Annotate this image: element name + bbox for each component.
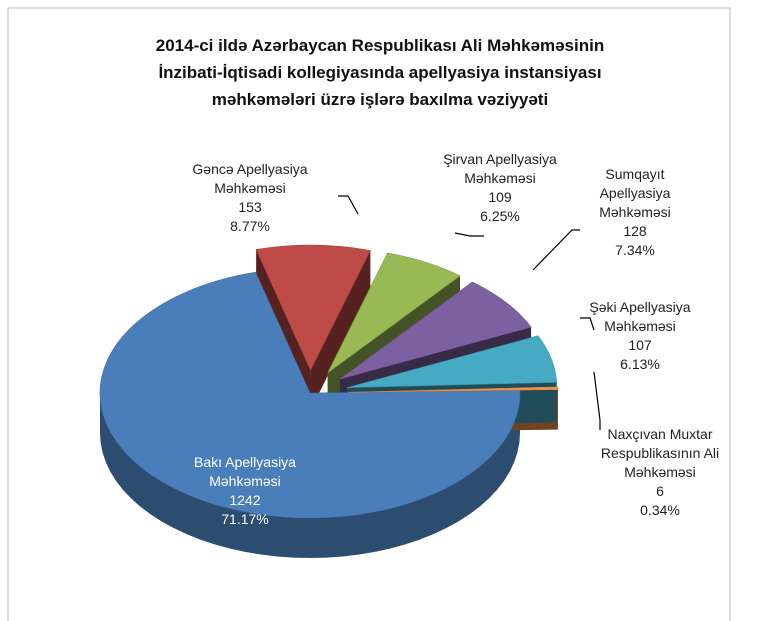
label-percent: 7.34%	[615, 242, 655, 258]
slice	[347, 386, 559, 393]
slice-side	[100, 393, 520, 558]
data-label: Naxçıvan Muxtar Respublikasının Ali Məhk…	[585, 425, 735, 520]
chart-border	[7, 7, 731, 621]
label-value: 153	[238, 199, 262, 215]
slice-wall	[310, 250, 371, 411]
chart-title: 2014-ci ildə Azərbaycan Respublikası Ali…	[40, 32, 720, 113]
label-value: 128	[623, 223, 647, 239]
title-line: İnzibati-İqtisadi kollegiyasında apellya…	[158, 63, 602, 82]
label-category: Şirvan Apellyasiya Məhkəməsi	[443, 151, 557, 186]
label-category: Şəki Apellyasiya Məhkəməsi	[589, 299, 691, 334]
data-label: Şirvan Apellyasiya Məhkəməsi 109 6.25%	[435, 150, 565, 226]
slice	[255, 244, 371, 371]
data-label: Sumqayıt Apellyasiya Məhkəməsi 128 7.34%	[575, 165, 695, 260]
label-category: Gəncə Apellyasiya Məhkəməsi	[192, 161, 308, 196]
label-value: 109	[488, 189, 512, 205]
data-label: Gəncə Apellyasiya Məhkəməsi 153 8.77%	[190, 160, 310, 236]
title-line: 2014-ci ildə Azərbaycan Respublikası Ali…	[155, 36, 605, 55]
label-value: 1242	[229, 492, 261, 508]
label-category: Sumqayıt Apellyasiya Məhkəməsi	[599, 166, 671, 220]
label-percent: 8.77%	[230, 218, 270, 234]
label-category: Bakı Apellyasiya Məhkəməsi	[194, 454, 296, 489]
label-percent: 0.34%	[640, 502, 680, 518]
slice	[327, 252, 461, 374]
slices	[99, 244, 559, 558]
label-percent: 6.13%	[620, 356, 660, 372]
leader-line	[454, 232, 484, 237]
slice	[346, 335, 558, 388]
label-value: 6	[656, 483, 664, 499]
data-label: Bakı Apellyasiya Məhkəməsi 1242 71.17%	[170, 453, 320, 529]
label-category: Naxçıvan Muxtar Respublikasının Ali Məhk…	[600, 426, 720, 480]
slice	[339, 281, 532, 380]
title-line: məhkəmələri üzrə işlərə baxılma vəziyyət…	[211, 90, 549, 109]
leader-lines	[338, 195, 601, 430]
data-label: Şəki Apellyasiya Məhkəməsi 107 6.13%	[560, 298, 720, 374]
leader-line	[532, 229, 580, 271]
label-value: 107	[628, 337, 652, 353]
leader-line	[593, 371, 601, 430]
label-percent: 71.17%	[221, 511, 269, 527]
leader-line	[580, 317, 595, 331]
slice	[99, 271, 521, 519]
leader-line	[338, 195, 359, 215]
label-percent: 6.25%	[480, 208, 520, 224]
